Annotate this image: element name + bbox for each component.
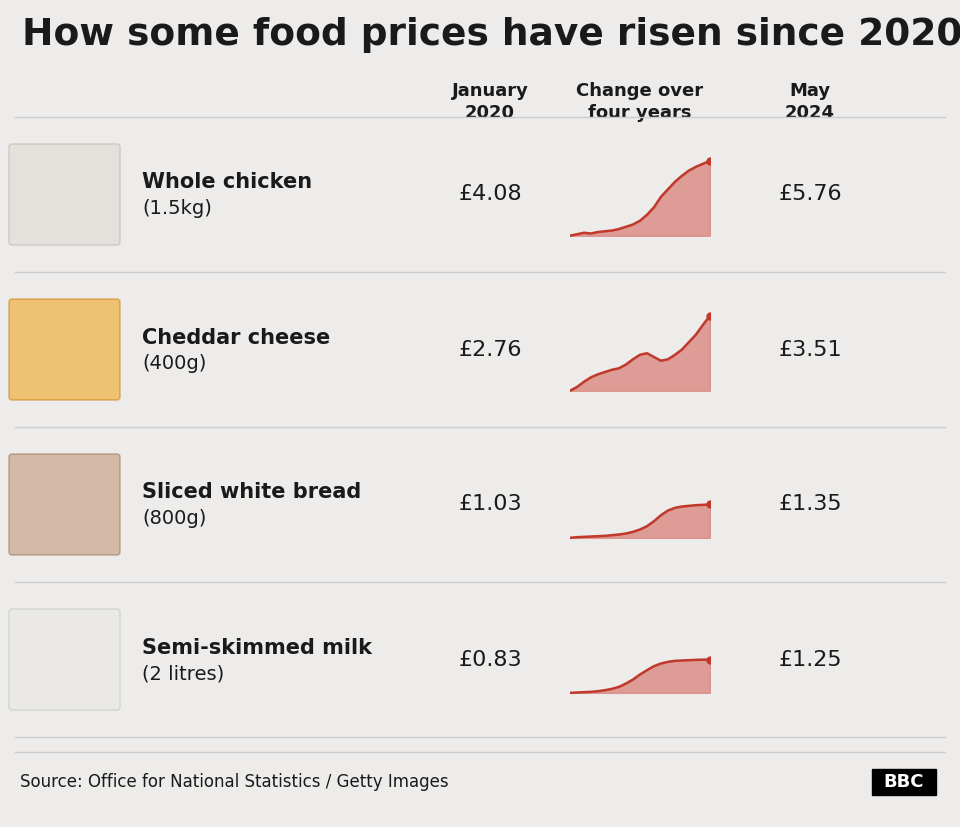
Text: Whole chicken: Whole chicken: [142, 173, 312, 193]
FancyBboxPatch shape: [9, 299, 120, 400]
Text: January
2020: January 2020: [451, 82, 528, 122]
Text: £5.76: £5.76: [779, 184, 842, 204]
Text: Cheddar cheese: Cheddar cheese: [142, 327, 330, 347]
Text: (400g): (400g): [142, 354, 206, 373]
Text: (2 litres): (2 litres): [142, 664, 225, 683]
Text: £1.03: £1.03: [458, 495, 522, 514]
Text: £4.08: £4.08: [458, 184, 522, 204]
Text: Source: Office for National Statistics / Getty Images: Source: Office for National Statistics /…: [20, 773, 448, 791]
Text: (800g): (800g): [142, 509, 206, 528]
Text: £1.35: £1.35: [779, 495, 842, 514]
Text: Change over
four years: Change over four years: [576, 82, 704, 122]
Text: £1.25: £1.25: [779, 649, 842, 670]
FancyBboxPatch shape: [9, 454, 120, 555]
FancyBboxPatch shape: [872, 769, 936, 795]
Text: How some food prices have risen since 2020: How some food prices have risen since 20…: [22, 17, 960, 53]
Text: Sliced white bread: Sliced white bread: [142, 482, 361, 503]
Text: £2.76: £2.76: [458, 340, 521, 360]
Text: (1.5kg): (1.5kg): [142, 199, 212, 218]
FancyBboxPatch shape: [9, 609, 120, 710]
Text: £3.51: £3.51: [779, 340, 842, 360]
Text: BBC: BBC: [884, 773, 924, 791]
FancyBboxPatch shape: [9, 144, 120, 245]
Text: May
2024: May 2024: [785, 82, 835, 122]
Text: Semi-skimmed milk: Semi-skimmed milk: [142, 638, 372, 657]
Text: £0.83: £0.83: [458, 649, 522, 670]
